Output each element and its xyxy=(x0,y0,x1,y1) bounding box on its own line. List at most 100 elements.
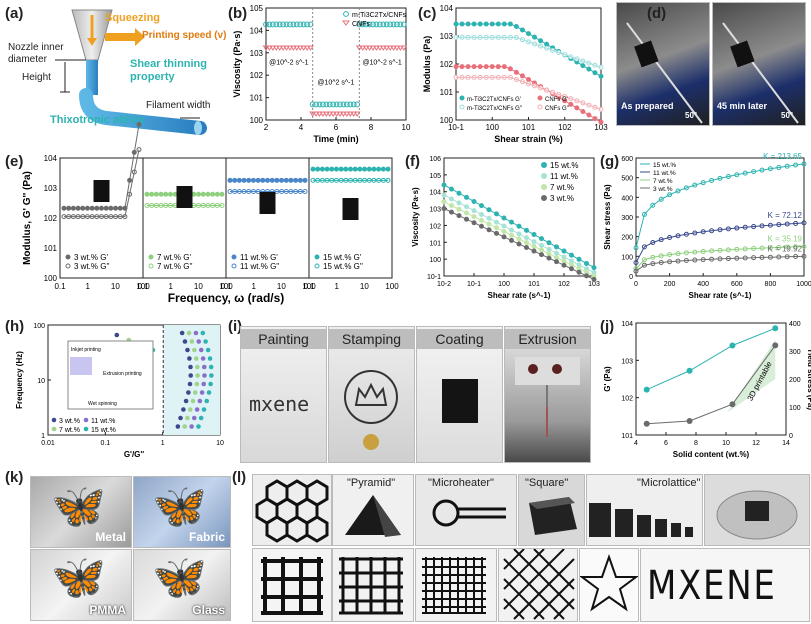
x-tick-label: 1 xyxy=(168,282,173,291)
legend-label: CNFs G' xyxy=(545,97,568,103)
panel-e: (e) 100 101 102 103 104 Modulus, G' G'' (Pa) F… xyxy=(0,122,400,310)
angle-right: 50° xyxy=(781,111,794,120)
series-line xyxy=(64,124,140,209)
data-point xyxy=(283,21,290,28)
data-point xyxy=(393,45,401,51)
x-tick-label: 10-1 xyxy=(467,281,481,288)
legend-marker xyxy=(231,263,237,269)
data-point xyxy=(333,111,341,117)
x-axis-label: Shear rate (s^-1) xyxy=(689,291,752,300)
data-point xyxy=(191,415,197,421)
title-extrusion: Extrusion xyxy=(505,329,590,349)
legend-label: 11 wt.% xyxy=(550,172,578,181)
x-tick-label: 6 xyxy=(334,123,339,132)
data-point xyxy=(316,101,323,108)
legend-label: m-Ti3C2Tx/CNFs G'' xyxy=(467,106,522,112)
y-tick-label: 105 xyxy=(429,173,441,180)
angle-left: 50° xyxy=(685,111,698,120)
data-point xyxy=(650,239,656,245)
panel-label-h: (h) xyxy=(5,318,25,335)
diagonal-lattice xyxy=(503,549,575,620)
photo-diagonal-grid xyxy=(498,548,578,622)
panel-label-a: (a) xyxy=(5,5,24,22)
data-point xyxy=(182,424,188,429)
data-point xyxy=(280,21,287,28)
photo-grid-1 xyxy=(252,548,332,622)
data-point xyxy=(337,101,343,108)
data-point xyxy=(263,21,269,28)
data-point xyxy=(197,398,203,404)
legend-label: 7 wt.% G'' xyxy=(157,262,193,271)
data-point xyxy=(658,196,664,202)
crown-stamp xyxy=(344,370,398,450)
y-tick-label: 200 xyxy=(621,235,633,242)
plot-frame xyxy=(635,322,787,436)
y-axis-label: Shear stress (Pa) xyxy=(603,184,612,250)
panel-label-i: (i) xyxy=(228,318,243,335)
legend-marker xyxy=(342,20,350,26)
data-point xyxy=(400,45,408,51)
legend-marker xyxy=(65,263,71,269)
data-point xyxy=(269,45,277,51)
data-point xyxy=(343,111,351,117)
x-tick-label: 0.1 xyxy=(220,282,232,291)
data-point xyxy=(279,45,287,51)
panel-label-b: (b) xyxy=(228,5,248,22)
panel-g: (g) 0 200 400 600 800 1000 0 100 200 300 400 500 600… xyxy=(600,150,811,310)
data-point xyxy=(203,339,208,344)
x-tick-label: 100 xyxy=(498,281,510,288)
data-point xyxy=(700,180,706,186)
inset-label: Wet spinning xyxy=(88,401,117,407)
data-point xyxy=(326,111,334,117)
series-line xyxy=(635,163,805,248)
data-point xyxy=(208,381,213,387)
data-point xyxy=(201,407,207,412)
chart-j: 4 6 8 10 12 14 101 102 103 104 Solid content (wt.%… xyxy=(603,321,811,459)
data-point xyxy=(287,21,293,28)
series-line xyxy=(443,201,595,277)
x-tick-label: 10 xyxy=(194,282,203,291)
data-point xyxy=(362,45,370,51)
y-tick-label: 102 xyxy=(621,396,633,403)
panel-label-c: (c) xyxy=(418,5,437,22)
panel-b: (b) 2 4 6 8 10 100 101 102 103 104 105 Time (min) Vi… xyxy=(228,0,413,150)
panel-label-d: (d) xyxy=(647,5,667,22)
y-tick-label: 101 xyxy=(429,240,441,247)
data-point xyxy=(198,347,204,353)
y-tick-label: 103 xyxy=(440,32,454,41)
data-point xyxy=(336,111,344,117)
data-point xyxy=(350,111,358,117)
data-point xyxy=(200,330,206,336)
panel-a: (a) Squeezing Printing speed (v) Nozzle … xyxy=(0,0,230,150)
label-glass: Glass xyxy=(192,603,225,617)
x-tick-label: 600 xyxy=(731,281,743,288)
x-tick-label: 12 xyxy=(752,440,760,447)
photo-coin xyxy=(704,474,810,546)
y-tick-label: 103 xyxy=(621,358,633,365)
x-tick-label: 4 xyxy=(634,440,638,447)
data-point xyxy=(293,45,301,51)
x-tick-label: 6 xyxy=(664,440,668,447)
legend-marker xyxy=(459,104,465,110)
panel-label-j: (j) xyxy=(600,318,615,335)
panel-j: (j) 4 6 8 10 12 14 101 102 103 104 Solid content (… xyxy=(600,315,811,465)
data-point xyxy=(204,398,210,404)
photo-grid-3 xyxy=(415,548,497,622)
tilted-substrate xyxy=(626,22,703,124)
photo-square: "Square" xyxy=(518,474,585,546)
x-tick-label: 0.1 xyxy=(303,282,315,291)
data-point xyxy=(356,21,363,28)
data-point xyxy=(675,188,681,194)
data-point xyxy=(283,45,290,51)
data-point xyxy=(175,424,181,429)
legend-marker xyxy=(541,162,547,168)
x-tick-label: 100 xyxy=(302,282,316,291)
data-point xyxy=(319,111,327,117)
data-point xyxy=(186,330,192,336)
photo-grid-2 xyxy=(332,548,414,622)
printed-mxene: MXENE xyxy=(647,563,777,609)
panel-f: (f) 10-2 10-1 100 101 102 103 10-1 100 101 102 103… xyxy=(400,150,600,310)
data-point xyxy=(376,45,384,51)
x-tick-label: 400 xyxy=(697,281,709,288)
